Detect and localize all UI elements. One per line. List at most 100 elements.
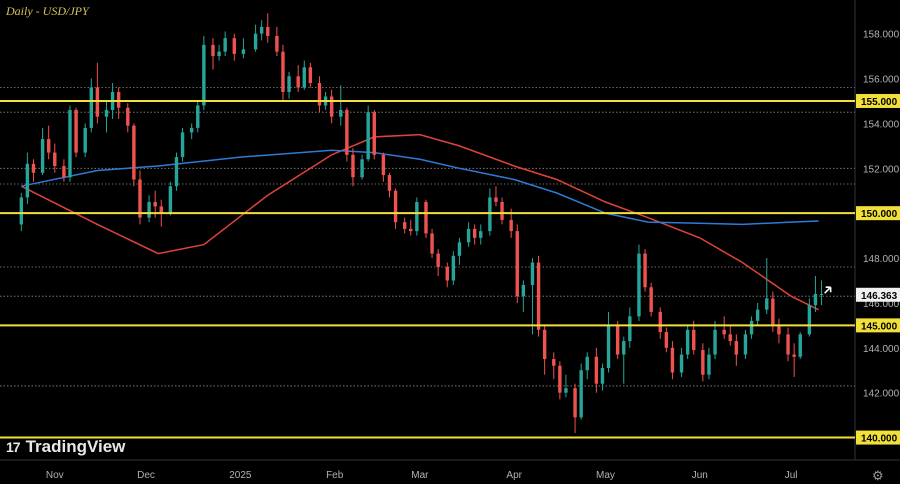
candle-body-22: [174, 157, 179, 187]
candle-body-6: [62, 166, 66, 178]
candle-body-20: [159, 206, 163, 214]
x-tick-label-Jul: Jul: [785, 470, 798, 481]
candle-body-23: [180, 132, 185, 158]
candle-body-108: [792, 354, 796, 357]
candle-body-106: [777, 325, 781, 335]
candle-body-81: [600, 368, 605, 384]
candle-body-83: [615, 325, 620, 355]
candle-body-109: [798, 334, 802, 357]
candle-body-82: [606, 325, 611, 368]
candle-body-15: [126, 107, 130, 126]
candle-body-2: [31, 163, 36, 173]
candle-body-70: [521, 284, 526, 297]
candle-body-49: [372, 112, 376, 155]
candle-body-11: [95, 87, 100, 117]
candle-body-19: [153, 201, 157, 207]
candle-body-47: [360, 159, 364, 178]
candle-body-94: [692, 329, 696, 351]
candle-body-25: [196, 105, 200, 128]
candle-body-34: [266, 26, 270, 36]
candle-body-33: [259, 26, 264, 34]
candle-body-55: [415, 201, 419, 232]
candle-body-100: [734, 341, 739, 355]
candle-body-67: [500, 201, 504, 220]
x-tick-label-Dec: Dec: [137, 470, 155, 481]
candle-body-37: [287, 76, 291, 92]
y-tick-label-148: 148.000: [863, 254, 900, 265]
candle-body-69: [515, 231, 519, 297]
tradingview-logo: 17 TradingView: [6, 437, 125, 457]
candle-body-7: [68, 109, 72, 178]
candle-body-0: [19, 197, 23, 225]
candle-body-77: [573, 388, 577, 418]
candle-body-58: [436, 253, 440, 268]
candle-body-29: [223, 38, 227, 52]
candle-body-4: [46, 139, 51, 153]
candle-body-97: [713, 329, 717, 355]
x-tick-label-Feb: Feb: [326, 470, 344, 481]
level-label-bg-155.000: [856, 93, 900, 108]
candle-body-74: [552, 359, 556, 366]
candle-body-110: [807, 305, 812, 335]
candle-body-93: [685, 329, 690, 355]
candle-body-102: [749, 320, 754, 335]
candle-body-3: [40, 139, 45, 173]
candle-body-51: [387, 175, 392, 191]
chart-title: Daily - USD/JPY: [6, 4, 89, 18]
candle-body-32: [253, 33, 258, 50]
candle-body-72: [536, 262, 541, 330]
candle-body-1: [25, 163, 30, 198]
last-price-label-bg: [856, 287, 900, 302]
gear-icon[interactable]: ⚙: [872, 468, 884, 483]
candle-body-92: [679, 354, 684, 373]
candle-body-30: [232, 38, 236, 54]
candle-body-41: [317, 83, 322, 106]
candle-body-64: [479, 231, 483, 238]
candle-body-28: [217, 51, 221, 57]
candle-body-54: [409, 228, 413, 232]
candle-body-18: [147, 201, 151, 218]
level-label-bg-150.000: [856, 206, 900, 221]
candle-body-91: [670, 347, 675, 373]
candle-body-96: [707, 354, 711, 375]
candle-body-105: [771, 298, 775, 326]
candle-body-73: [542, 329, 547, 360]
candle-body-56: [424, 201, 428, 234]
candle-body-5: [53, 152, 57, 167]
candle-body-60: [451, 255, 456, 281]
candle-body-112: [819, 293, 824, 295]
candle-body-62: [466, 228, 471, 243]
candle-body-45: [345, 109, 349, 155]
candle-body-43: [329, 96, 334, 117]
candle-body-38: [296, 76, 300, 88]
candle-body-52: [393, 190, 398, 223]
candle-body-89: [658, 311, 662, 333]
candle-body-71: [530, 262, 535, 285]
candle-body-48: [366, 112, 370, 160]
candle-body-14: [116, 92, 121, 108]
candle-body-26: [202, 44, 206, 106]
y-tick-label-152: 152.000: [863, 164, 900, 175]
last-price-label: 146.363: [861, 291, 898, 302]
x-tick-label-Mar: Mar: [411, 470, 429, 481]
candle-body-44: [339, 109, 343, 117]
level-label-145.000: 145.000: [861, 321, 898, 332]
cursor-arrow-icon: [824, 286, 832, 294]
candle-body-90: [664, 332, 669, 348]
y-tick-label-154: 154.000: [863, 119, 900, 130]
candle-body-8: [74, 109, 78, 153]
candle-body-50: [381, 154, 386, 176]
candle-body-84: [622, 341, 626, 355]
candle-body-87: [643, 253, 647, 288]
level-label-bg-140.000: [856, 430, 900, 445]
candle-body-65: [488, 197, 492, 232]
candle-body-101: [743, 334, 748, 355]
candle-body-85: [628, 316, 632, 342]
candle-body-61: [457, 242, 462, 256]
candle-body-78: [579, 370, 583, 418]
candle-body-59: [445, 267, 449, 281]
candle-body-27: [211, 44, 215, 57]
candle-body-68: [509, 219, 513, 232]
x-tick-label-Nov: Nov: [46, 470, 64, 481]
